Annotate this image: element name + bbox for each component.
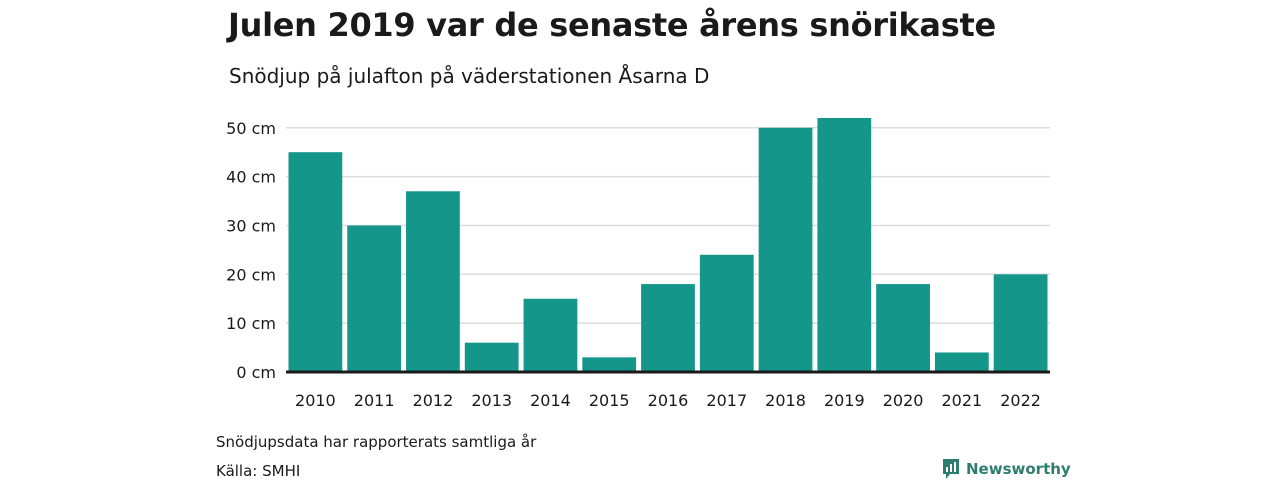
newsworthy-logo-icon <box>943 459 959 479</box>
chart-subtitle: Snödjup på julafton på väderstationen Ås… <box>229 64 710 88</box>
x-tick-label: 2014 <box>530 391 571 410</box>
x-tick-label: 2015 <box>589 391 630 410</box>
bar-2018 <box>758 127 813 373</box>
bar-chart: 0 cm 10 cm 20 cm 30 cm 40 cm 50 cm 2010 2011 201… <box>226 118 1050 410</box>
x-tick-label: 2021 <box>941 391 982 410</box>
bar-2020 <box>876 284 930 372</box>
x-tick-label: 2012 <box>413 391 454 410</box>
bar-2022 <box>993 274 1048 372</box>
bar-2019 <box>817 118 872 372</box>
y-tick-label: 10 cm <box>226 314 276 333</box>
data-note: Snödjupsdata har rapporterats samtliga å… <box>216 433 537 451</box>
y-tick-label: 20 cm <box>226 265 276 284</box>
y-tick-label: 50 cm <box>226 119 276 138</box>
x-tick-label: 2016 <box>648 391 689 410</box>
chart-title: Julen 2019 var de senaste årens snörikas… <box>228 6 996 44</box>
bars <box>288 118 1048 373</box>
bar-2013 <box>464 342 519 372</box>
y-tick-label: 30 cm <box>226 216 276 235</box>
x-tick-label: 2020 <box>883 391 924 410</box>
axes: 0 cm 10 cm 20 cm 30 cm 40 cm 50 cm 2010 2011 201… <box>226 119 1050 410</box>
bar-2021 <box>934 352 989 372</box>
brand-name: Newsworthy <box>966 460 1071 478</box>
x-tick-label: 2017 <box>706 391 747 410</box>
bar-2014 <box>523 298 578 372</box>
x-tick-label: 2011 <box>354 391 395 410</box>
x-tick-label: 2022 <box>1000 391 1041 410</box>
bar-2016 <box>641 284 695 372</box>
y-tick-label: 0 cm <box>236 363 276 382</box>
bar-2012 <box>406 191 460 372</box>
x-tick-label: 2013 <box>471 391 512 410</box>
bar-2011 <box>347 225 402 372</box>
x-tick-label: 2018 <box>765 391 806 410</box>
brand-logo: Newsworthy <box>942 457 1071 481</box>
source-label: Källa: SMHI <box>216 462 301 480</box>
bar-2015 <box>582 357 637 372</box>
x-tick-label: 2010 <box>295 391 336 410</box>
bar-2017 <box>699 254 754 372</box>
x-tick-label: 2019 <box>824 391 865 410</box>
y-tick-label: 40 cm <box>226 168 276 187</box>
bar-2010 <box>288 152 343 372</box>
